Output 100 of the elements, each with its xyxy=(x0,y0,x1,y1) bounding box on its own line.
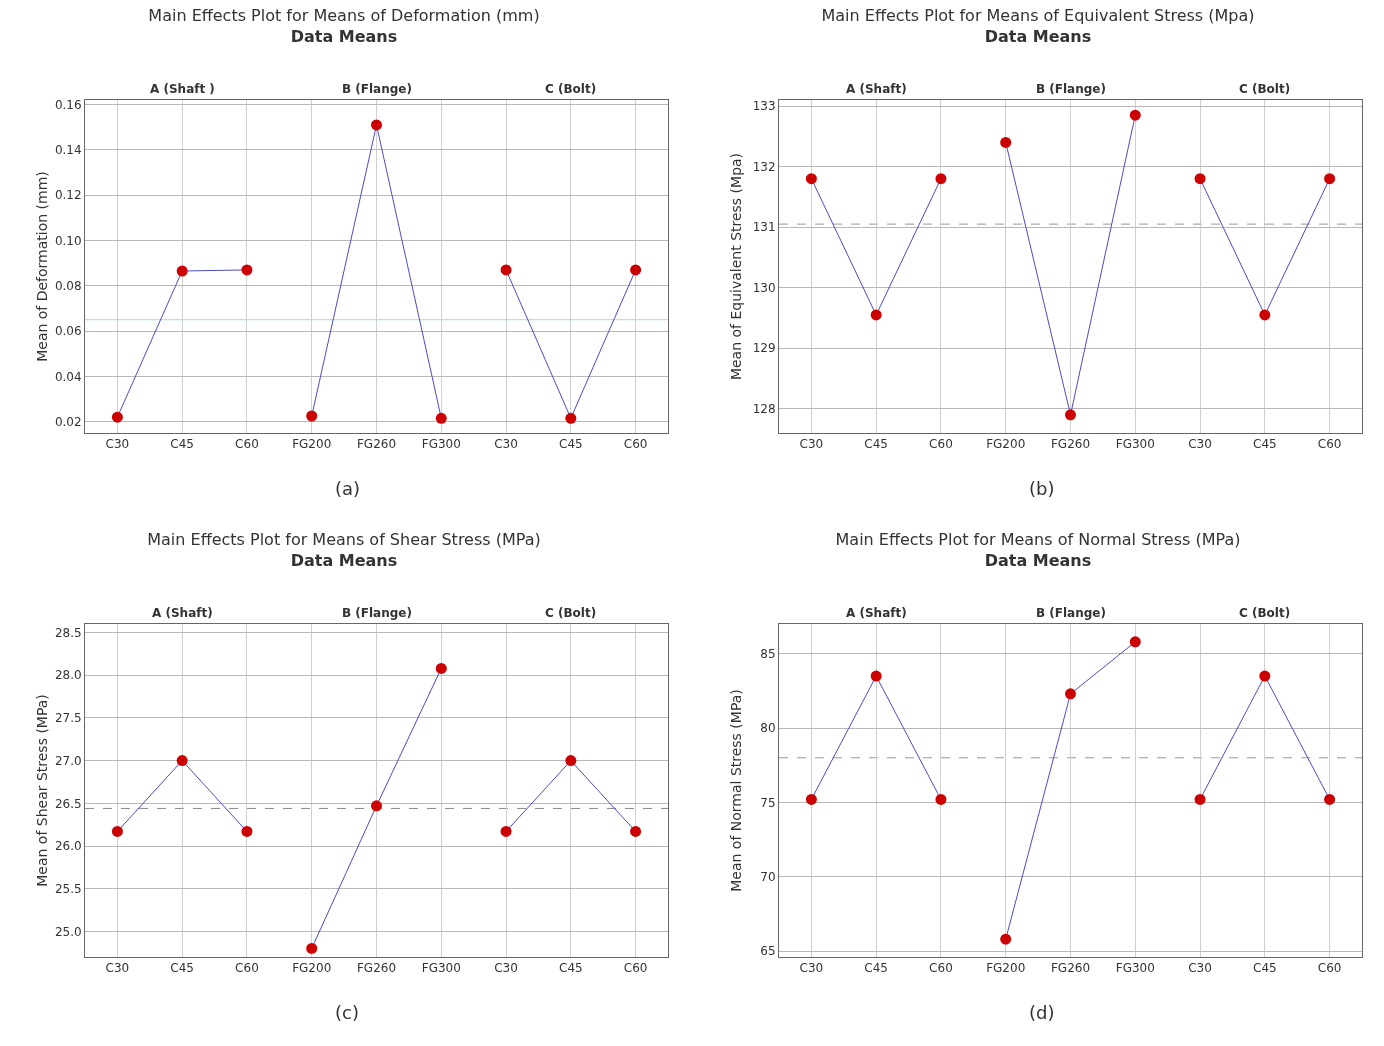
y-tick-label: 128 xyxy=(752,401,776,416)
point xyxy=(870,309,882,321)
x-tick-label: C30 xyxy=(1188,437,1212,452)
x-tick-label: FG200 xyxy=(292,961,332,976)
point xyxy=(1000,933,1012,945)
x-tick-label: FG300 xyxy=(1115,437,1155,452)
x-tick-label: C45 xyxy=(864,961,888,976)
point xyxy=(111,411,123,423)
point xyxy=(565,412,577,424)
x-tick-label: FG200 xyxy=(292,437,332,452)
y-tick-label: 27.5 xyxy=(54,711,82,726)
point xyxy=(306,410,318,422)
x-tick-label: C60 xyxy=(235,437,259,452)
text: A (Shaft) xyxy=(152,606,213,620)
x-tick-label: FG260 xyxy=(356,961,397,976)
point xyxy=(1259,670,1271,682)
x-tick-label: FG200 xyxy=(986,961,1026,976)
chart-subtitle: Data Means xyxy=(984,550,1092,570)
point xyxy=(1324,793,1336,805)
point xyxy=(1129,109,1141,121)
text: (c) xyxy=(335,1002,359,1023)
x-tick-label: C45 xyxy=(559,961,583,976)
text: B (Flange) xyxy=(342,606,412,620)
point xyxy=(1194,173,1206,185)
y-tick-label: 0.06 xyxy=(54,324,82,339)
text: A (Shaft) xyxy=(846,606,907,620)
x-tick-label: C45 xyxy=(559,437,583,452)
text: A (Shaft ) xyxy=(150,82,215,96)
x-tick-label: C30 xyxy=(799,437,824,452)
chart-title: Main Effects Plot for Means of Shear Stress (MPa) xyxy=(147,529,541,549)
point xyxy=(176,265,188,277)
point xyxy=(176,755,188,767)
point xyxy=(630,825,642,837)
point xyxy=(630,264,642,276)
point xyxy=(1129,636,1141,648)
x-tick-label: FG260 xyxy=(1050,961,1091,976)
chart-subtitle: Data Means xyxy=(290,550,398,570)
y-tick-label: 28.5 xyxy=(54,625,82,640)
point xyxy=(1065,409,1076,421)
x-tick-label: FG200 xyxy=(986,437,1026,452)
text: (b) xyxy=(1029,478,1055,499)
text: C (Bolt) xyxy=(545,606,597,620)
x-tick-label: FG300 xyxy=(1115,961,1155,976)
y-tick-label: 75 xyxy=(760,795,776,810)
y-axis-title: Mean of Normal Stress (MPa) xyxy=(728,689,744,892)
x-tick-label: FG260 xyxy=(356,437,397,452)
y-tick-label: 28.0 xyxy=(54,668,82,683)
y-tick-label: 26.5 xyxy=(54,796,82,811)
y-tick-label: 0.02 xyxy=(54,414,82,429)
x-tick-label: C60 xyxy=(1317,961,1342,976)
x-tick-label: C45 xyxy=(170,437,194,452)
y-axis-title: Mean of Equivalent Stress (Mpa) xyxy=(728,152,744,381)
point xyxy=(1065,688,1076,700)
point xyxy=(935,173,947,185)
point xyxy=(371,800,382,812)
y-tick-label: 0.10 xyxy=(54,233,82,248)
x-tick-label: C60 xyxy=(929,437,953,452)
x-tick-label: C45 xyxy=(1253,437,1277,452)
text: (d) xyxy=(1029,1002,1055,1023)
chart-title: Main Effects Plot for Means of Deformation (mm) xyxy=(148,5,540,25)
y-tick-label: 0.12 xyxy=(54,188,82,203)
text: C (Bolt) xyxy=(545,82,597,96)
y-tick-label: 85 xyxy=(760,646,776,661)
x-tick-label: C60 xyxy=(623,437,648,452)
point xyxy=(500,825,512,837)
x-tick-label: FG300 xyxy=(421,961,461,976)
point xyxy=(565,755,577,767)
point xyxy=(935,793,947,805)
text: B (Flange) xyxy=(342,82,412,96)
x-tick-label: C45 xyxy=(170,961,194,976)
x-tick-label: C60 xyxy=(235,961,259,976)
x-tick-label: FG260 xyxy=(1050,437,1091,452)
point xyxy=(805,793,817,805)
x-tick-label: C30 xyxy=(799,961,824,976)
text: (a) xyxy=(335,478,361,499)
point xyxy=(435,662,447,674)
point xyxy=(306,942,318,954)
y-tick-label: 133 xyxy=(752,99,776,114)
y-tick-label: 132 xyxy=(752,159,776,174)
y-tick-label: 70 xyxy=(760,869,776,884)
x-tick-label: C60 xyxy=(623,961,648,976)
point xyxy=(241,264,253,276)
text: B (Flange) xyxy=(1036,82,1106,96)
chart-title: Main Effects Plot for Means of Equivalent Stress (Mpa) xyxy=(821,5,1255,25)
y-tick-label: 0.14 xyxy=(54,143,82,158)
x-tick-label: C30 xyxy=(494,961,518,976)
y-tick-label: 27.0 xyxy=(54,753,82,768)
x-tick-label: FG300 xyxy=(421,437,461,452)
y-tick-label: 0.08 xyxy=(54,278,82,293)
point xyxy=(1000,136,1012,148)
text: C (Bolt) xyxy=(1239,82,1291,96)
point xyxy=(805,173,817,185)
x-tick-label: C30 xyxy=(105,437,130,452)
point xyxy=(1324,173,1336,185)
y-tick-label: 0.16 xyxy=(54,97,82,112)
x-tick-label: C30 xyxy=(105,961,130,976)
chart-title: Main Effects Plot for Means of Normal Stress (MPa) xyxy=(835,529,1241,549)
point xyxy=(1259,309,1271,321)
x-tick-label: C30 xyxy=(494,437,518,452)
point xyxy=(111,825,123,837)
